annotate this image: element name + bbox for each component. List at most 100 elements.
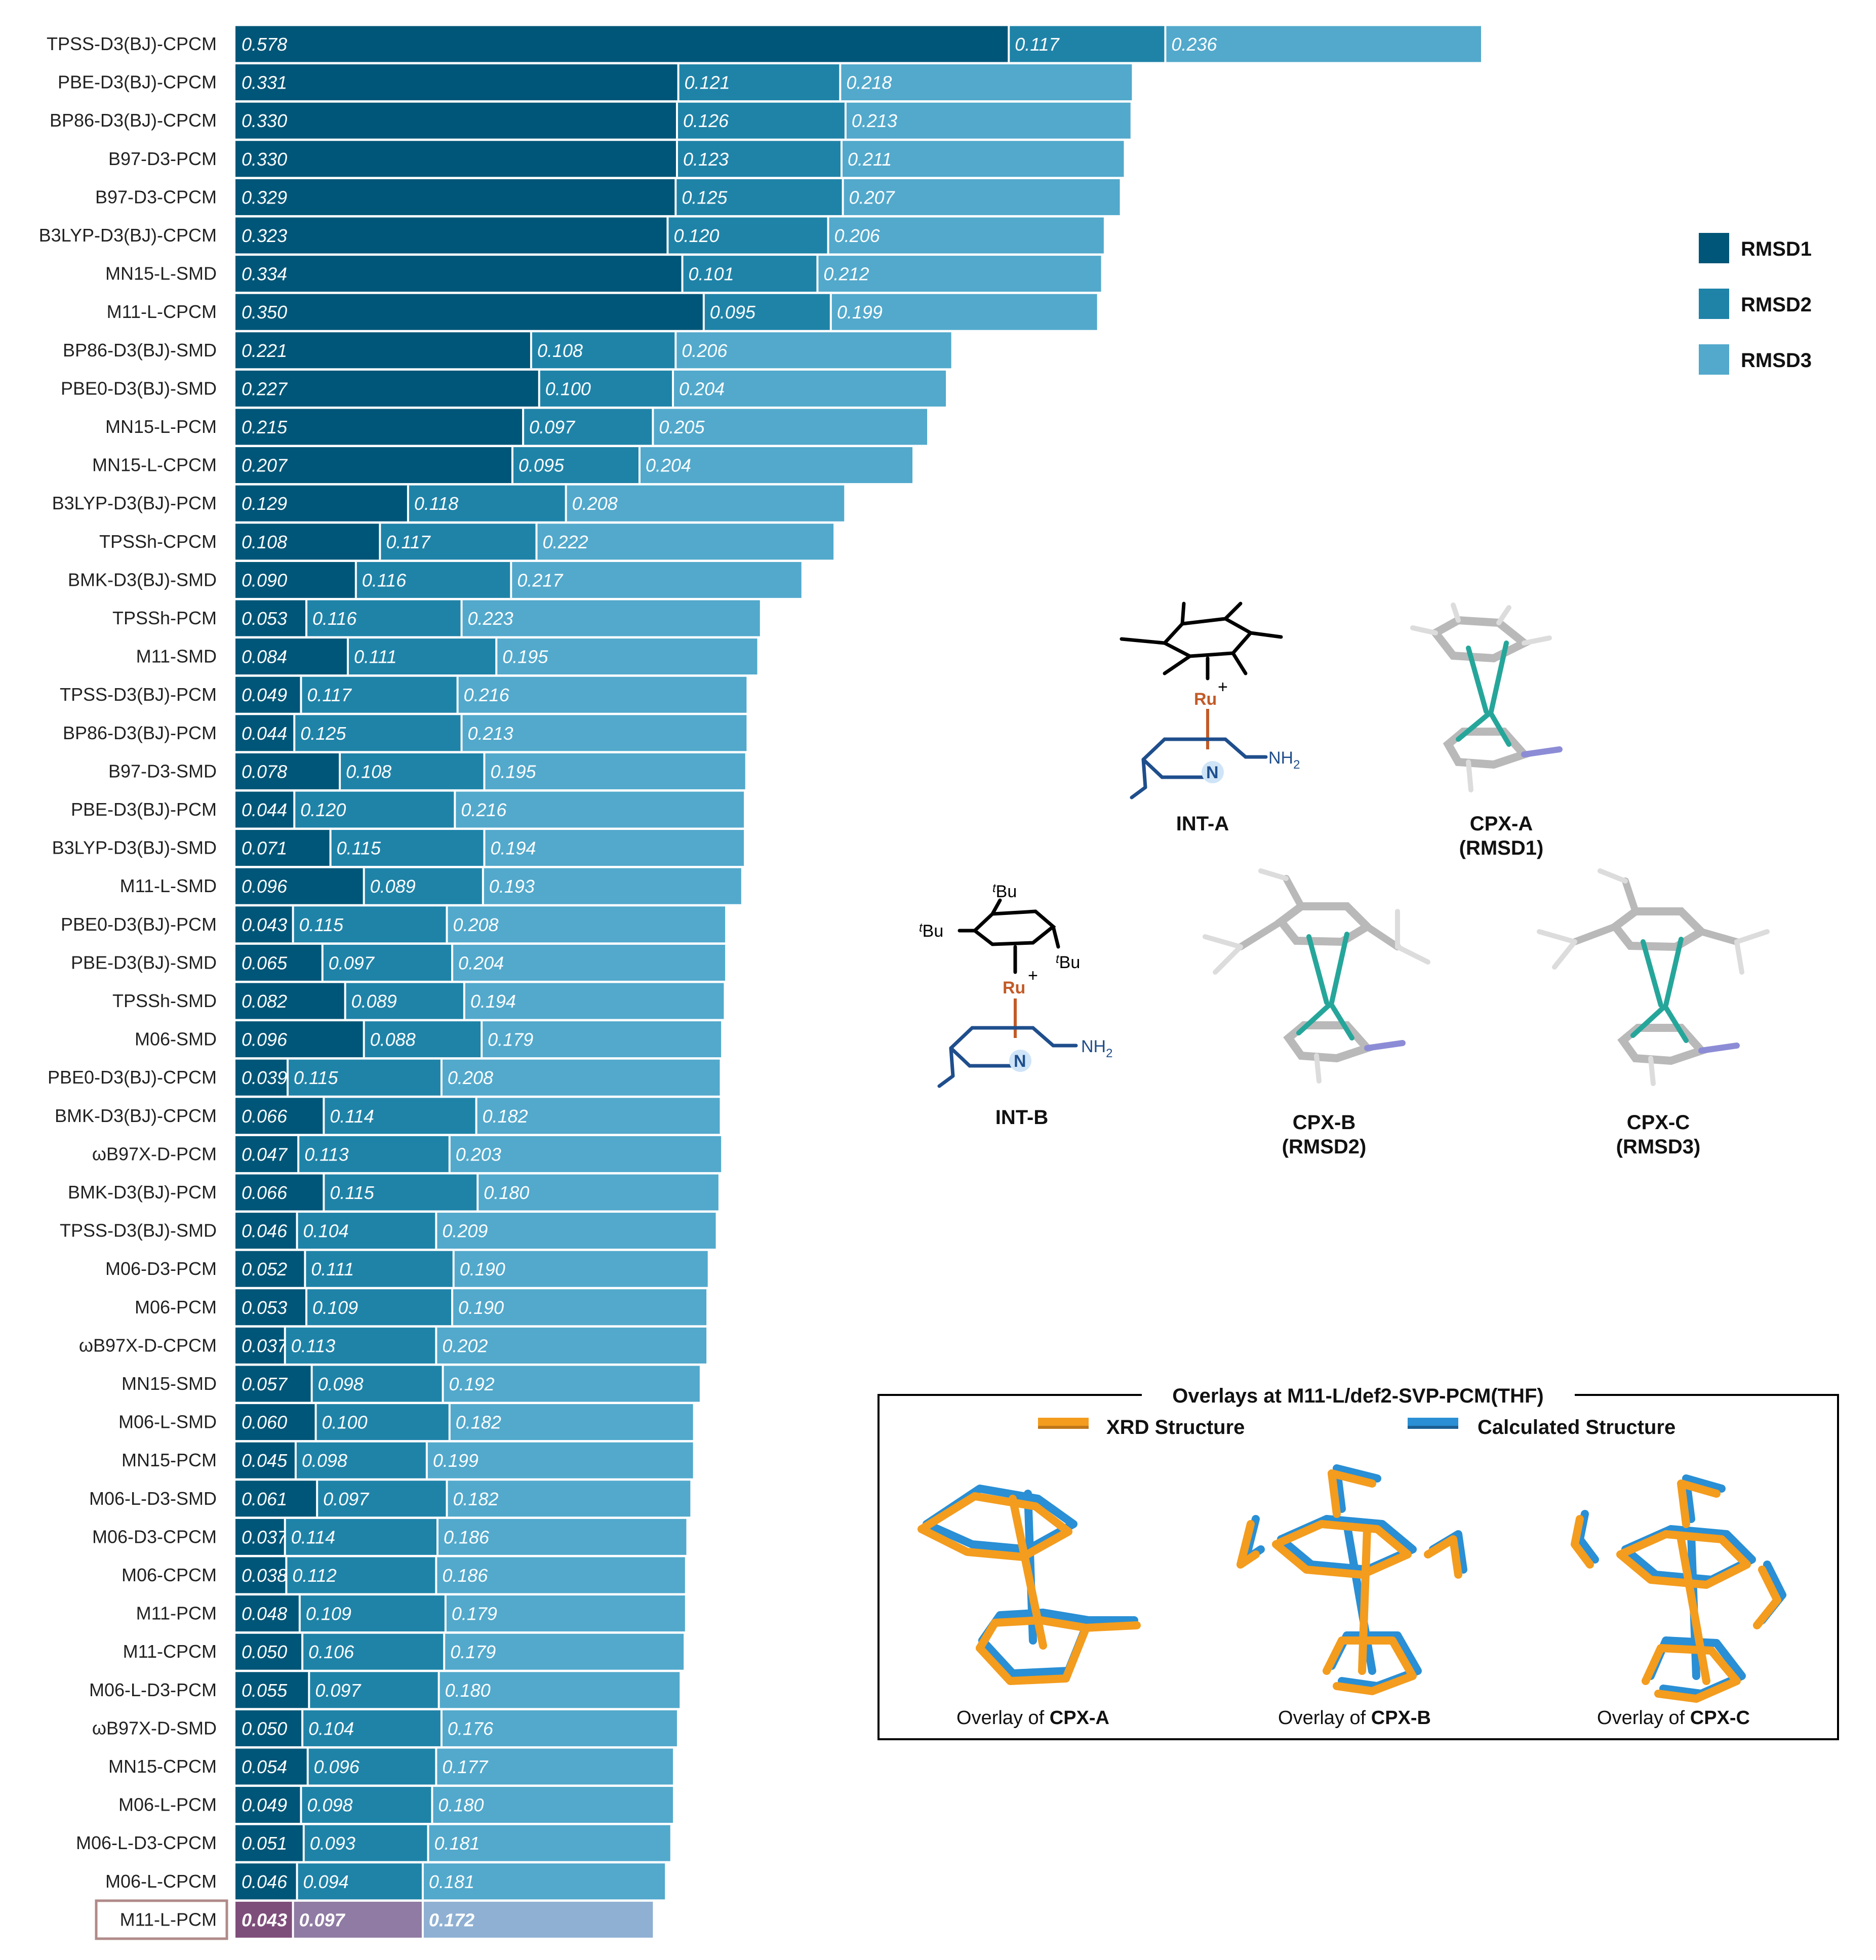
bar-rmsd3 (536, 524, 834, 560)
data-label: 0.089 (351, 991, 397, 1012)
bar-rmsd3 (484, 753, 745, 789)
data-label: 0.216 (461, 799, 507, 820)
bar-rmsd3 (840, 64, 1132, 101)
data-label: 0.112 (292, 1565, 336, 1586)
data-label: 0.050 (242, 1718, 287, 1739)
int-a-ru-label: Ru (1194, 690, 1217, 709)
bar-rmsd2 (324, 1174, 478, 1211)
int-b-cp-ring-icon (957, 898, 1060, 974)
category-label: M06-D3-PCM (105, 1258, 217, 1279)
bar-rmsd1 (235, 1901, 293, 1938)
category-label: MN15-L-PCM (105, 416, 217, 437)
data-label: 0.116 (362, 570, 407, 590)
bar-rmsd3 (817, 256, 1101, 292)
data-label: 0.329 (242, 187, 287, 208)
data-label: 0.115 (337, 838, 381, 859)
bar-rmsd2 (295, 1442, 427, 1478)
bar-rmsd3 (436, 1748, 673, 1785)
category-label: MN15-CPCM (108, 1756, 217, 1777)
data-label: 0.078 (242, 761, 287, 782)
data-label: 0.111 (354, 647, 397, 667)
overlay-panel: Overlays at M11-L/def2-SVP-PCM(THF) XRD … (877, 1380, 1839, 1740)
category-label: M06-SMD (135, 1029, 217, 1050)
bar-rmsd1 (235, 217, 668, 254)
category-label: PBE-D3(BJ)-CPCM (58, 72, 217, 93)
bar-rmsd2 (676, 102, 846, 139)
bar-rmsd3 (483, 868, 741, 904)
data-label: 0.129 (242, 493, 287, 514)
cpx-b-caption: CPX-B (1293, 1111, 1355, 1134)
bar-rmsd1 (235, 1672, 309, 1708)
category-label: TPSS-D3(BJ)-SMD (60, 1220, 217, 1241)
data-label: 0.213 (852, 110, 897, 131)
xrd-legend-label: XRD Structure (1106, 1416, 1245, 1438)
data-label: 0.060 (242, 1412, 287, 1433)
bar-rmsd3 (843, 179, 1120, 215)
data-label: 0.113 (291, 1335, 335, 1356)
bar-rmsd2 (305, 1251, 454, 1287)
data-label: 0.199 (837, 302, 883, 323)
data-label: 0.179 (450, 1642, 496, 1662)
data-label: 0.350 (242, 302, 287, 323)
data-label: 0.093 (310, 1833, 355, 1854)
data-label: 0.190 (458, 1297, 504, 1318)
data-label: 0.057 (242, 1374, 288, 1394)
category-label: M11-SMD (136, 646, 217, 667)
bar-rmsd1 (235, 944, 323, 981)
data-label: 0.209 (442, 1221, 488, 1242)
data-label: 0.208 (572, 493, 618, 514)
bar-rmsd1 (235, 983, 345, 1019)
bar-rmsd1 (235, 600, 307, 636)
bar-rmsd2 (539, 370, 673, 407)
category-label: B3LYP-D3(BJ)-SMD (52, 837, 217, 858)
category-label: B3LYP-D3(BJ)-PCM (52, 493, 217, 513)
data-label: 0.046 (242, 1221, 288, 1242)
bar-rmsd2 (523, 409, 653, 445)
bar-rmsd2 (324, 1098, 476, 1134)
bar-rmsd1 (235, 294, 704, 330)
data-label: 0.094 (303, 1871, 349, 1892)
bar-rmsd2 (307, 1748, 436, 1785)
data-label: 0.207 (242, 455, 288, 476)
data-label: 0.097 (323, 1489, 370, 1509)
bar-rmsd3 (422, 1863, 665, 1900)
category-label: PBE-D3(BJ)-SMD (71, 952, 217, 973)
data-label: 0.192 (449, 1374, 495, 1394)
data-label: 0.218 (846, 72, 892, 93)
bar-rmsd3 (452, 944, 726, 981)
bar-rmsd2 (293, 906, 447, 943)
category-label: ωB97X-D-SMD (92, 1717, 217, 1738)
category-label: M11-PCM (136, 1603, 217, 1624)
bar-rmsd2 (675, 179, 843, 215)
bar-rmsd2 (285, 1327, 436, 1364)
overlay-cpx-b-icon (1236, 1464, 1467, 1695)
int-b-caption: INT-B (995, 1106, 1048, 1129)
bar-rmsd3 (452, 1289, 707, 1326)
data-label: 0.195 (502, 647, 548, 667)
data-label: 0.194 (490, 838, 536, 859)
category-label: M06-L-CPCM (105, 1871, 217, 1892)
data-label: 0.066 (242, 1106, 288, 1127)
bar-rmsd1 (235, 1863, 297, 1900)
data-label: 0.180 (445, 1680, 491, 1701)
data-label: 0.088 (370, 1029, 416, 1050)
data-label: 0.055 (242, 1680, 288, 1701)
bar-rmsd2 (667, 217, 828, 254)
data-label: 0.118 (414, 493, 458, 514)
data-label: 0.207 (849, 187, 896, 208)
bar-rmsd1 (235, 1174, 324, 1211)
bar-rmsd3 (443, 1366, 700, 1402)
data-label: 0.222 (543, 532, 588, 552)
bar-rmsd2 (286, 1557, 436, 1593)
bar-rmsd2 (317, 1481, 447, 1517)
bar-rmsd3 (436, 1557, 685, 1593)
data-label: 0.125 (682, 187, 728, 208)
bar-rmsd1 (235, 638, 348, 675)
calc-legend-swatch (1408, 1418, 1458, 1426)
data-label: 0.180 (484, 1182, 529, 1203)
category-label: MN15-SMD (122, 1373, 217, 1394)
data-label: 0.071 (242, 838, 287, 859)
bar-rmsd3 (464, 983, 724, 1019)
bar-rmsd2 (355, 562, 511, 598)
data-label: 0.121 (685, 72, 730, 93)
